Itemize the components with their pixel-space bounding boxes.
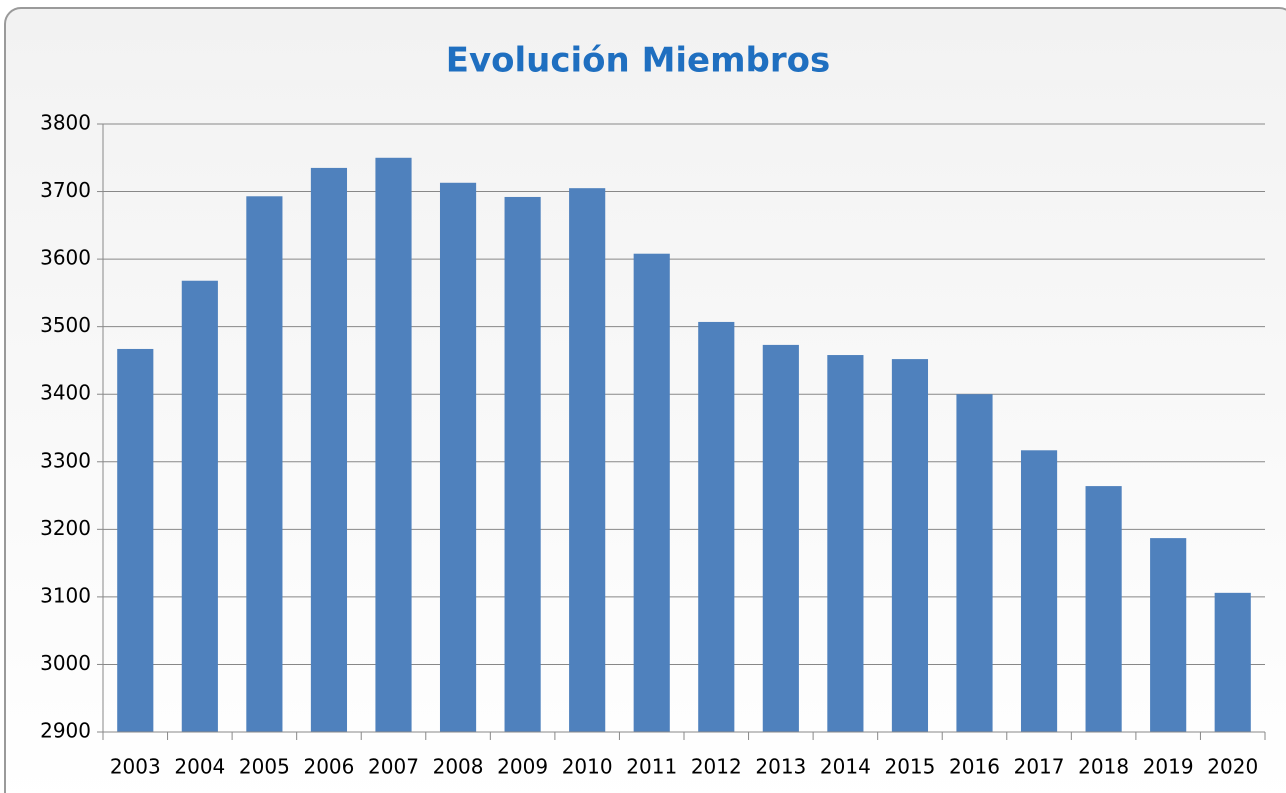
y-tick-label: 3200	[40, 516, 91, 540]
bar	[1150, 538, 1187, 732]
x-tick-label: 2017	[1014, 755, 1065, 779]
y-tick-label: 3700	[40, 178, 91, 202]
x-tick-label: 2004	[174, 755, 225, 779]
y-tick-label: 3000	[40, 651, 91, 675]
y-tick-label: 3500	[40, 313, 91, 337]
y-tick-label: 3300	[40, 448, 91, 472]
y-tick-label: 3600	[40, 246, 91, 270]
x-tick-label: 2007	[368, 755, 419, 779]
chart-title: Evolución Miembros	[446, 41, 831, 81]
bar	[698, 321, 735, 732]
x-tick-label: 2010	[562, 755, 613, 779]
bar	[1020, 450, 1058, 732]
bar	[633, 253, 670, 732]
x-tick-label: 2014	[820, 755, 871, 779]
bar	[569, 188, 606, 732]
x-tick-label: 2011	[626, 755, 677, 779]
x-tick-label: 2019	[1143, 755, 1194, 779]
y-tick-label: 2900	[40, 719, 91, 743]
bar	[439, 182, 477, 733]
x-tick-label: 2015	[884, 755, 935, 779]
bar	[827, 355, 864, 732]
bar	[246, 196, 283, 733]
bar	[956, 394, 993, 732]
bar	[117, 348, 154, 732]
x-tick-label: 2018	[1078, 755, 1129, 779]
bar	[891, 359, 929, 732]
x-tick-label: 2009	[497, 755, 548, 779]
x-tick-label: 2003	[110, 755, 161, 779]
y-tick-label: 3400	[40, 381, 91, 405]
x-tick-label: 2020	[1207, 755, 1258, 779]
bar	[310, 167, 348, 732]
bar	[1214, 592, 1251, 732]
x-tick-label: 2013	[755, 755, 806, 779]
bar	[375, 157, 412, 732]
x-tick-label: 2006	[303, 755, 354, 779]
x-tick-label: 2012	[691, 755, 742, 779]
bar	[762, 344, 799, 732]
bar	[504, 196, 541, 732]
x-tick-label: 2008	[433, 755, 484, 779]
bar	[181, 280, 218, 732]
y-tick-label: 3800	[40, 111, 91, 135]
y-tick-label: 3100	[40, 583, 91, 607]
x-tick-label: 2005	[239, 755, 290, 779]
bar	[1085, 486, 1122, 732]
x-tick-label: 2016	[949, 755, 1000, 779]
